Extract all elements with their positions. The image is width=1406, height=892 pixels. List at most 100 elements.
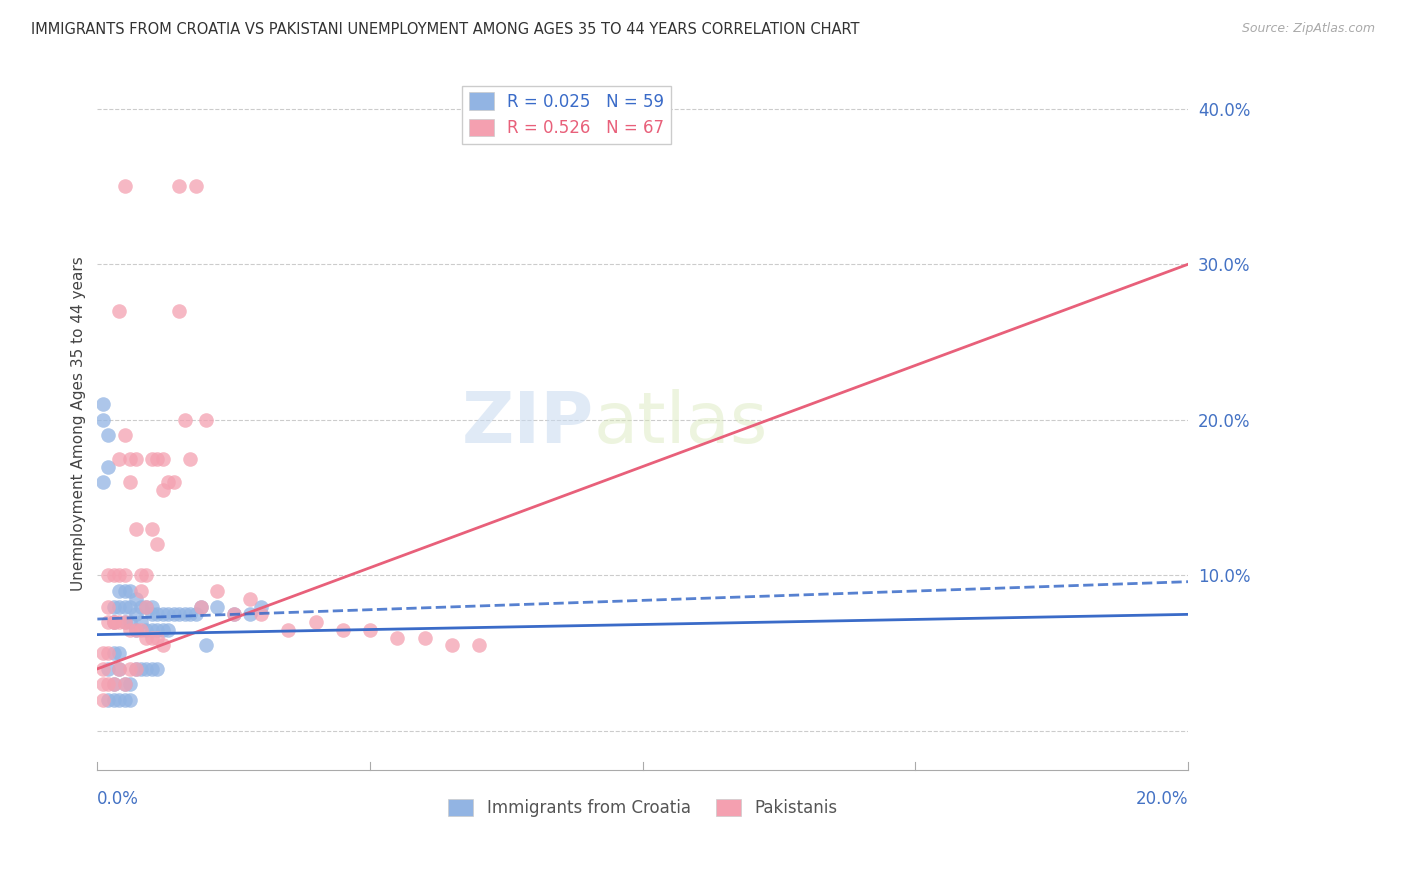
Point — [195, 413, 218, 427]
Point — [146, 662, 169, 676]
Point — [91, 475, 114, 489]
Text: Source: ZipAtlas.com: Source: ZipAtlas.com — [1241, 22, 1375, 36]
Point — [97, 428, 120, 442]
Point — [135, 623, 157, 637]
Point — [146, 451, 169, 466]
Point — [222, 607, 245, 622]
Point — [108, 304, 131, 318]
Point — [152, 639, 174, 653]
Point — [157, 623, 180, 637]
Point — [120, 475, 142, 489]
Point — [184, 179, 207, 194]
Point — [359, 623, 381, 637]
Point — [97, 646, 120, 660]
Point — [108, 599, 131, 614]
Point — [103, 615, 125, 629]
Point — [135, 599, 157, 614]
Point — [387, 631, 409, 645]
Point — [173, 413, 195, 427]
Point — [195, 639, 218, 653]
Point — [114, 615, 136, 629]
Point — [114, 677, 136, 691]
Point — [108, 646, 131, 660]
Point — [239, 591, 262, 606]
Point — [114, 693, 136, 707]
Point — [108, 568, 131, 582]
Point — [108, 451, 131, 466]
Point — [129, 584, 152, 599]
Point — [108, 693, 131, 707]
Point — [103, 615, 125, 629]
Point — [103, 599, 125, 614]
Point — [108, 584, 131, 599]
Point — [108, 662, 131, 676]
Text: 0.0%: 0.0% — [97, 790, 139, 808]
Point — [103, 677, 125, 691]
Point — [179, 607, 201, 622]
Point — [114, 615, 136, 629]
Point — [239, 607, 262, 622]
Point — [124, 607, 146, 622]
Point — [91, 693, 114, 707]
Point — [157, 607, 180, 622]
Point — [141, 623, 163, 637]
Point — [250, 607, 273, 622]
Point — [124, 623, 146, 637]
Point — [222, 607, 245, 622]
Point — [157, 475, 180, 489]
Point — [135, 662, 157, 676]
Point — [207, 584, 229, 599]
Point — [146, 623, 169, 637]
Point — [97, 677, 120, 691]
Point — [103, 677, 125, 691]
Point — [114, 599, 136, 614]
Point — [129, 662, 152, 676]
Point — [124, 662, 146, 676]
Point — [91, 646, 114, 660]
Point — [141, 522, 163, 536]
Point — [97, 693, 120, 707]
Point — [103, 615, 125, 629]
Point — [120, 584, 142, 599]
Point — [304, 615, 326, 629]
Point — [129, 599, 152, 614]
Point — [152, 623, 174, 637]
Point — [167, 179, 190, 194]
Point — [120, 677, 142, 691]
Point — [124, 623, 146, 637]
Point — [190, 599, 212, 614]
Point — [440, 639, 463, 653]
Point — [141, 607, 163, 622]
Text: atlas: atlas — [593, 389, 768, 458]
Point — [97, 662, 120, 676]
Point — [120, 599, 142, 614]
Point — [250, 599, 273, 614]
Point — [114, 677, 136, 691]
Point — [108, 662, 131, 676]
Point — [129, 568, 152, 582]
Point — [97, 459, 120, 474]
Text: 20.0%: 20.0% — [1136, 790, 1188, 808]
Point — [124, 662, 146, 676]
Y-axis label: Unemployment Among Ages 35 to 44 years: Unemployment Among Ages 35 to 44 years — [72, 256, 86, 591]
Point — [146, 631, 169, 645]
Point — [332, 623, 354, 637]
Point — [103, 568, 125, 582]
Point — [103, 646, 125, 660]
Point — [146, 537, 169, 551]
Point — [179, 451, 201, 466]
Point — [114, 428, 136, 442]
Point — [91, 397, 114, 411]
Legend: Immigrants from Croatia, Pakistanis: Immigrants from Croatia, Pakistanis — [441, 792, 844, 824]
Point — [152, 451, 174, 466]
Point — [124, 591, 146, 606]
Point — [141, 599, 163, 614]
Point — [277, 623, 299, 637]
Point — [152, 483, 174, 497]
Point — [114, 584, 136, 599]
Point — [120, 693, 142, 707]
Point — [167, 607, 190, 622]
Point — [91, 677, 114, 691]
Point — [141, 631, 163, 645]
Point — [167, 304, 190, 318]
